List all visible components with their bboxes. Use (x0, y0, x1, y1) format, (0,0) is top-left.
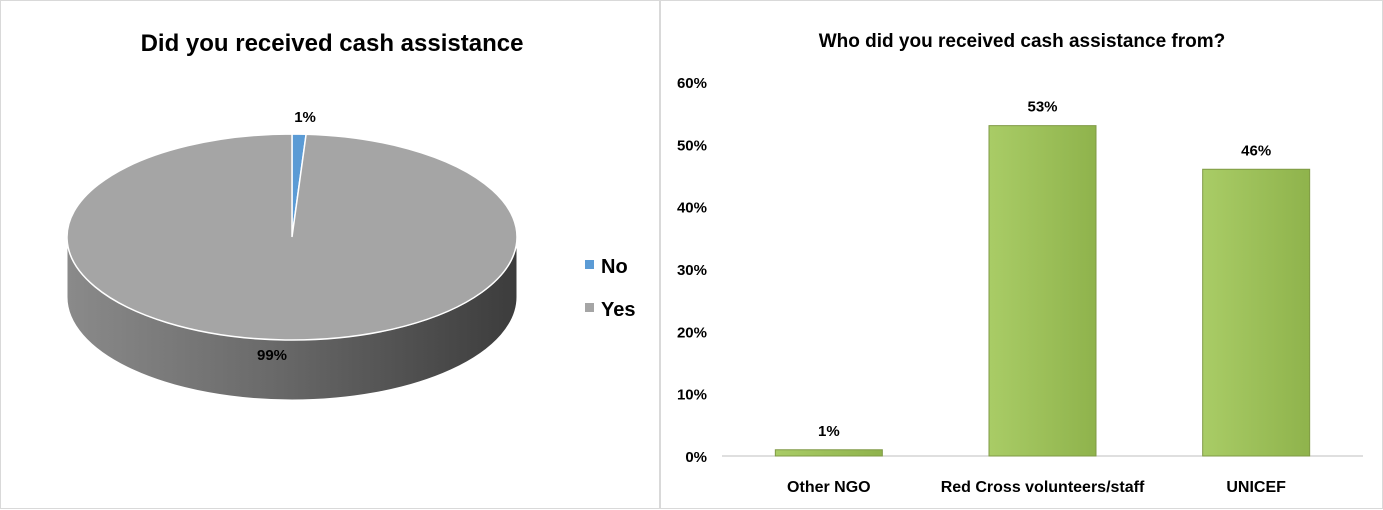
y-tick-label: 60% (677, 75, 707, 92)
bar-chart: Who did you received cash assistance fro… (677, 31, 1363, 496)
pie-legend: No Yes (585, 256, 635, 321)
legend-swatch-no (585, 260, 594, 269)
legend-swatch-yes (585, 303, 594, 312)
y-tick-label: 0% (685, 449, 707, 466)
y-axis: 0% 10% 20% 30% 40% 50% 60% (677, 75, 707, 466)
pie-label-no: 1% (294, 109, 316, 126)
bar-chart-panel: Who did you received cash assistance fro… (660, 0, 1383, 509)
bar-data-label: 1% (818, 423, 840, 440)
pie-chart: Did you received cash assistance 1% 99% N… (66, 30, 635, 401)
legend-label-no: No (601, 256, 628, 278)
x-tick-label: Red Cross volunteers/staff (941, 479, 1145, 496)
bar (1202, 168, 1311, 457)
pie-chart-panel: Did you received cash assistance 1% 99% N… (0, 0, 660, 509)
pie-body (66, 133, 518, 401)
x-tick-label: Other NGO (787, 479, 871, 496)
bar-series: 1% 53% 46% (774, 99, 1311, 457)
x-tick-label: UNICEF (1226, 479, 1286, 496)
y-tick-label: 50% (677, 137, 707, 154)
y-tick-label: 10% (677, 387, 707, 404)
pie-data-labels: 1% 99% (257, 109, 316, 364)
pie-label-yes: 99% (257, 347, 287, 364)
bar (988, 125, 1097, 457)
y-tick-label: 20% (677, 324, 707, 341)
y-tick-label: 30% (677, 262, 707, 279)
bar (774, 449, 883, 457)
legend-label-yes: Yes (601, 299, 635, 321)
pie-slice-yes (66, 133, 518, 341)
bar-data-label: 53% (1027, 99, 1057, 116)
y-tick-label: 40% (677, 200, 707, 217)
bar-data-label: 46% (1241, 142, 1271, 159)
bar-chart-title: Who did you received cash assistance fro… (819, 31, 1226, 52)
pie-chart-title: Did you received cash assistance (141, 30, 524, 57)
x-axis: Other NGO Red Cross volunteers/staff UNICE… (787, 479, 1286, 496)
